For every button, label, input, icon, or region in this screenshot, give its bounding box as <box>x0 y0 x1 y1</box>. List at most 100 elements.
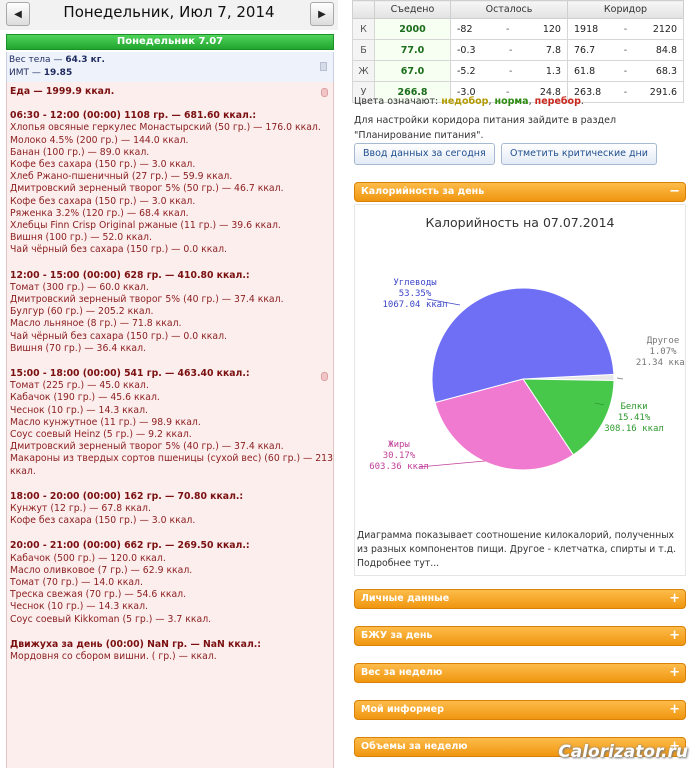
informer-panel-header[interactable]: Мой информер + <box>354 700 686 720</box>
arrow-left-icon: ◀ <box>14 8 22 20</box>
food-item: Вишня (70 гр.) — 36.4 ккал. <box>10 342 147 354</box>
bmi-line: ИМТ — 19.85 <box>9 68 73 78</box>
food-item: Томат (70 гр.) — 14.0 ккал. <box>10 577 143 588</box>
panel-title: Мой информер <box>361 704 444 715</box>
range-dash: - <box>509 65 513 77</box>
personal-data-panel-header[interactable]: Личные данные + <box>354 589 686 609</box>
eaten-value: 77.0 <box>374 39 451 61</box>
eaten-value: 266.8 <box>374 81 451 103</box>
nutrition-summary-table: Съедено Осталось Коридор К 2000 -82 - 120 191… <box>352 0 684 103</box>
food-item: Чеснок (10 гр.) — 14.3 ккал. <box>10 404 149 416</box>
bju-day-panel-header[interactable]: БЖУ за день + <box>354 626 686 646</box>
slice-label-carbs-kcal: 1067.04 ккал <box>382 300 447 310</box>
left-from: -3.0 <box>457 86 476 98</box>
mark-critical-days-button[interactable]: Отметить критические дни <box>501 143 657 165</box>
food-item: Ряженка 3.2% (120 гр.) — 68.4 ккал. <box>10 207 189 219</box>
panel-title: БЖУ за день <box>361 630 433 641</box>
calories-chart-panel: Калорийность на 07.07.2014 Углеводы 53.35… <box>354 204 686 576</box>
color-legend: Цвета означают: недобор, норма, перебор. <box>354 96 584 107</box>
range-dash: - <box>505 23 510 35</box>
leader-line-proteins <box>594 402 605 406</box>
pie-slice-proteins[interactable] <box>522 378 615 456</box>
bmi-value: 19.85 <box>43 68 73 78</box>
slice-label-other-percent: 1.07% <box>649 347 677 357</box>
legend-sep: , <box>528 96 532 107</box>
date-navigation-bar: ◀ Понедельник, Июл 7, 2014 ▶ <box>0 0 338 30</box>
weight-label: Вес тела <box>9 55 51 65</box>
pie-slice-carbs[interactable] <box>431 287 615 404</box>
slice-label-carbs-name: Углеводы <box>393 278 436 288</box>
food-item: Кабачок (500 гр.) — 120.0 ккал. <box>10 552 166 564</box>
food-item: Дмитровский зерненый творог 5% (50 гр.) … <box>10 183 284 195</box>
edit-icon[interactable] <box>320 62 327 71</box>
expand-icon[interactable]: + <box>669 702 680 717</box>
food-item: Кабачок (190 гр.) — 45.6 ккал. <box>10 392 160 404</box>
leader-line-carbs <box>426 298 461 306</box>
left-range: -5.2 - 1.3 <box>450 60 568 82</box>
range-dash: - <box>623 23 628 35</box>
food-item: Хлебцы Finn Crisp Original ржаные (11 гр… <box>10 220 281 231</box>
food-item: Булгур (60 гр.) — 205.2 ккал. <box>10 306 154 318</box>
food-item: Хлеб Ржано-пшеничный (27 гр.) — 59.9 кка… <box>10 171 233 183</box>
expand-icon[interactable]: + <box>669 591 680 606</box>
table-row: У 266.8 -3.0-24.8 263.8-291.6 <box>352 81 684 103</box>
meal-header: 15:00 - 18:00 (00:00) 541 гр. — 463.40 к… <box>10 368 250 379</box>
expand-icon[interactable]: + <box>669 628 680 643</box>
day-header[interactable]: Понедельник 7.07 <box>6 34 334 50</box>
table-header-cell <box>352 0 375 19</box>
panel-title: Калорийность за день <box>361 186 485 197</box>
bmi-label: ИМТ <box>9 68 29 78</box>
table-row: Б 77.0 -0.3 - 7.8 76.7 - 84.8 <box>352 39 684 61</box>
left-to: 120 <box>542 23 561 35</box>
food-item: Чеснок (10 гр.) — 14.3 ккал. <box>10 601 149 613</box>
table-row: Ж 67.0 -5.2 - 1.3 61.8 - 68.3 <box>352 60 684 82</box>
leader-line-other <box>616 377 624 380</box>
next-day-button[interactable]: ▶ <box>310 2 334 26</box>
slice-label-fats-name: Жиры <box>388 440 410 450</box>
food-item: Вишня (100 гр.) — 52.0 ккал. <box>10 232 152 244</box>
expand-icon[interactable]: + <box>669 665 680 680</box>
pie-slice-fats[interactable] <box>434 378 574 471</box>
corridor-range: 1918 - 2120 <box>567 18 684 40</box>
food-log: Еда — 1999.9 ккал. 06:30 - 12:00 (00:00) … <box>6 82 334 768</box>
arrow-right-icon: ▶ <box>318 8 326 20</box>
table-row: К 2000 -82 - 120 1918 - 2120 <box>352 18 684 40</box>
legend-sep: , <box>488 96 492 107</box>
activity-header: Движуха за день (00:00) NaN гр. — NaN кк… <box>10 638 261 650</box>
food-item: Дмитровский зерненый творог 5% (40 гр.) … <box>10 294 284 305</box>
input-today-button[interactable]: Ввод данных за сегодня <box>354 143 495 165</box>
table-header-row: Съедено Осталось Коридор <box>352 0 684 19</box>
left-range: -82 - 120 <box>450 18 568 40</box>
food-item: Кофе без сахара (150 гр.) — 3.0 ккал. <box>10 159 196 170</box>
corridor-range: 61.8 - 68.3 <box>567 60 684 82</box>
left-to: 7.8 <box>545 44 561 56</box>
meal-header: 20:00 - 21:00 (00:00) 662 гр. — 269.50 к… <box>10 540 250 552</box>
corridor-from: 61.8 <box>574 65 596 77</box>
hand-pointer-icon[interactable] <box>321 88 328 97</box>
legend-end: . <box>580 96 584 107</box>
calories-day-panel-header[interactable]: Калорийность за день − <box>354 182 686 202</box>
date-title: Понедельник, Июл 7, 2014 <box>63 3 275 21</box>
food-total-value: 1999.9 ккал. <box>45 86 115 97</box>
hand-pointer-icon[interactable] <box>321 372 328 381</box>
weight-week-panel-header[interactable]: Вес за неделю + <box>354 663 686 683</box>
expand-icon[interactable]: + <box>669 739 680 754</box>
slice-label-proteins-name: Белки <box>620 402 647 412</box>
corridor-from: 263.8 <box>574 86 602 98</box>
food-item: Макароны из твердых сортов пшеницы (сухо… <box>10 453 334 465</box>
collapse-icon[interactable]: − <box>669 184 680 199</box>
food-item: Хлопья овсяные геркулес Монастырский (50… <box>10 122 321 134</box>
table-header-cell: Коридор <box>567 0 684 19</box>
food-total: Еда — 1999.9 ккал. <box>10 86 115 97</box>
corridor-to: 68.3 <box>655 65 677 77</box>
food-item: Масло оливковое (7 гр.) — 62.9 ккал. <box>10 564 193 576</box>
panel-title: Личные данные <box>361 593 450 604</box>
slice-label-fats-kcal: 603.36 ккал <box>369 462 429 472</box>
activity-item: Мордовня со сбором вишни. ( гр.) — ккал. <box>10 651 217 662</box>
meal-header: 12:00 - 15:00 (00:00) 628 гр. — 410.80 к… <box>10 269 250 281</box>
volumes-week-panel-header[interactable]: Объемы за неделю + <box>354 737 686 757</box>
food-item: Кофе без сахара (150 гр.) — 3.0 ккал. <box>10 515 196 527</box>
range-dash: - <box>509 44 513 56</box>
range-dash: - <box>623 65 628 77</box>
previous-day-button[interactable]: ◀ <box>6 2 30 26</box>
